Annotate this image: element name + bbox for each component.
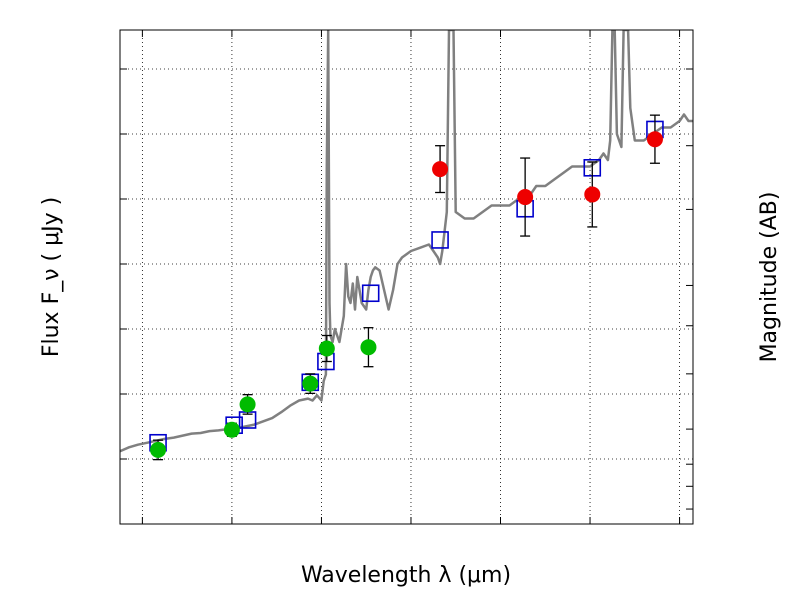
x-axis-label: Wavelength λ (μm)	[301, 563, 511, 588]
axis-ticks	[120, 30, 693, 525]
y-axis-right-label: Magnitude (AB)	[757, 192, 782, 363]
observed-photometry-point	[302, 375, 319, 392]
grid	[120, 30, 693, 525]
observed-photometry-point	[239, 396, 256, 413]
model-spectrum-line	[120, 30, 693, 453]
observed-photometry-point	[150, 441, 167, 458]
observed-photometry-point	[223, 421, 240, 438]
observed-photometry-point	[517, 189, 534, 206]
model-photometry-square	[361, 284, 380, 303]
observed-photometry-point	[318, 340, 335, 357]
plot-area	[120, 30, 693, 461]
y-axis-label: Flux F_ν ( μJy )	[39, 197, 64, 357]
observed-photometry-point	[584, 186, 601, 203]
model-photometry-square	[431, 231, 449, 249]
observed-photometry-point	[360, 339, 377, 356]
plot-frame	[119, 29, 694, 525]
observed-photometry-point	[432, 161, 449, 178]
observed-photometry-point	[646, 131, 663, 148]
